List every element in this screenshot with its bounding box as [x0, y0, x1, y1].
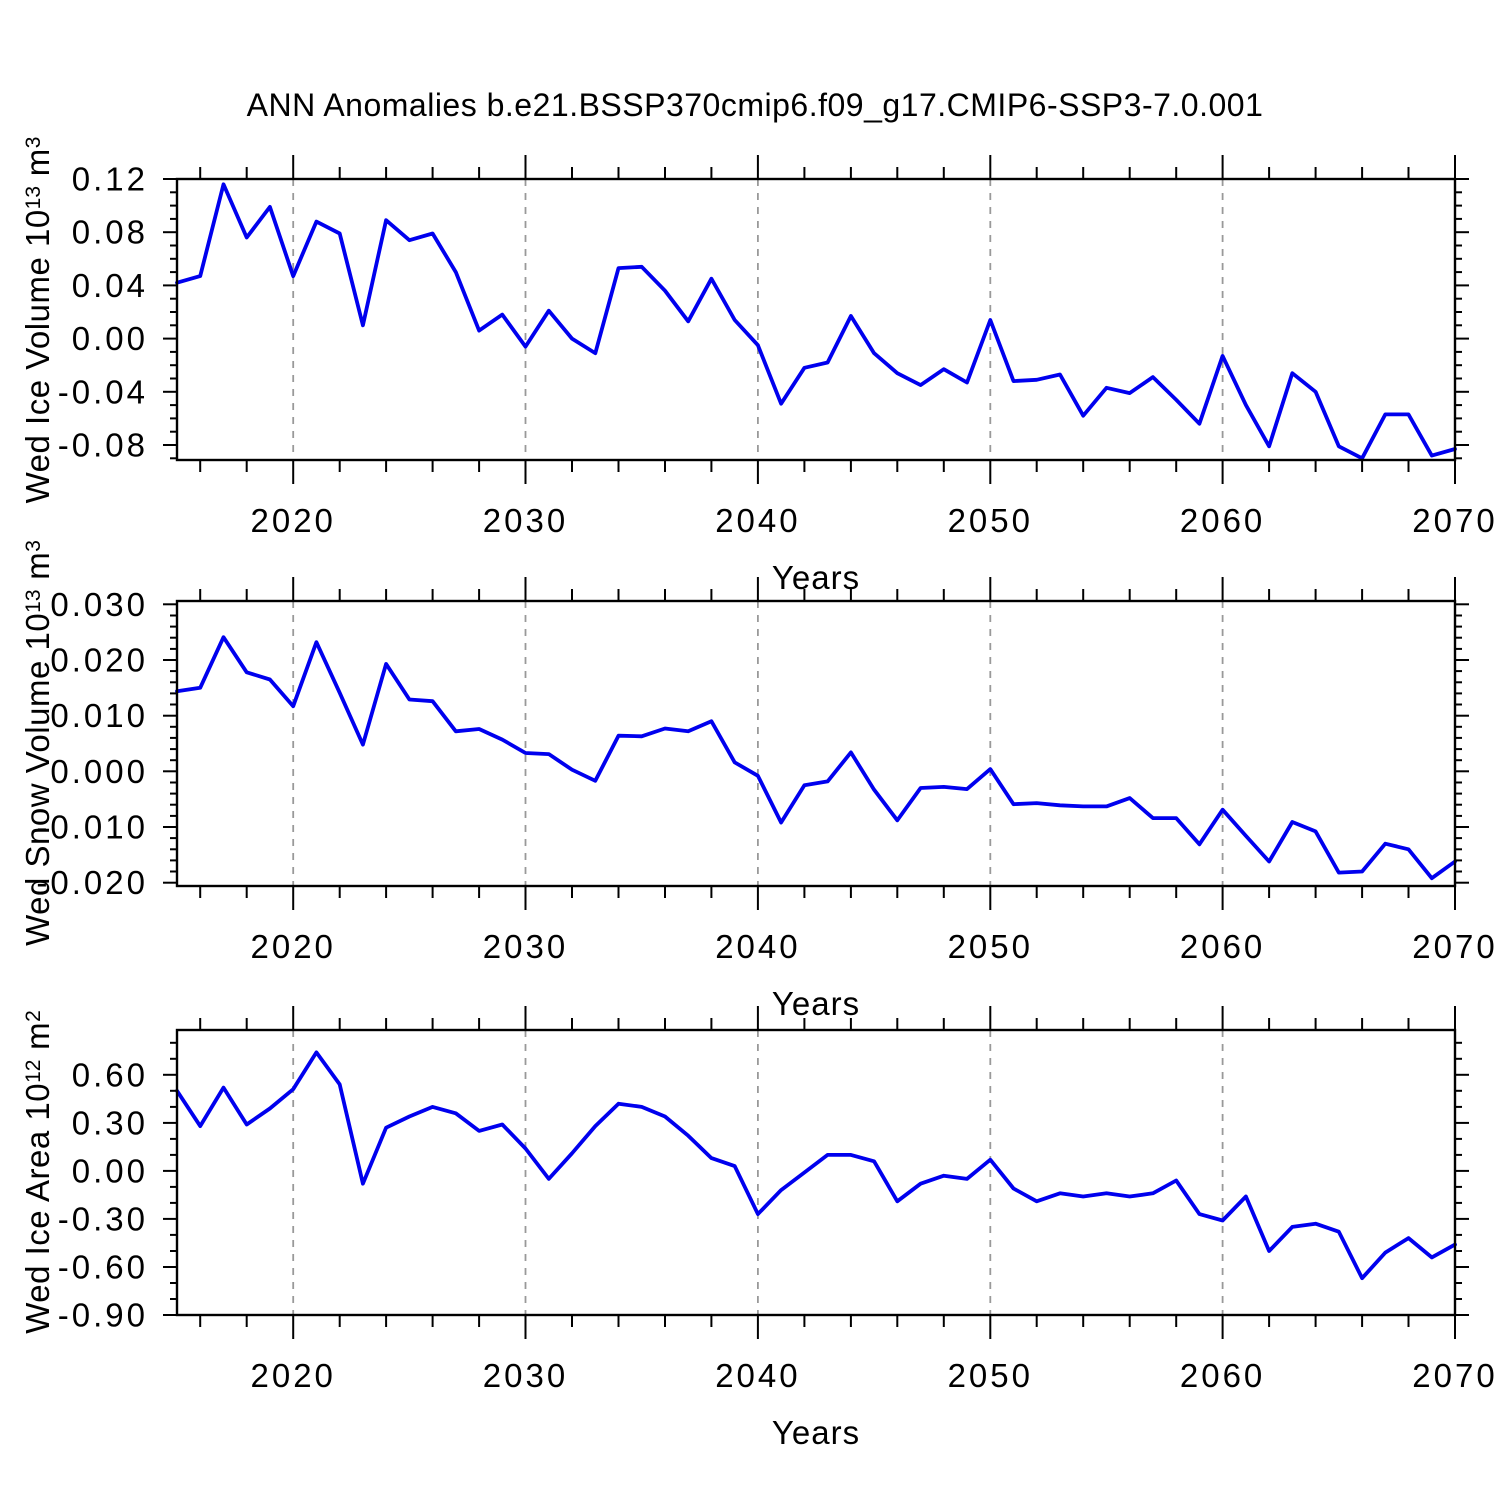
y-tick-label: -0.60 [58, 1249, 148, 1286]
tick-labels: 2020 2030 2040 2050 2060 2070 0.60 0.30 0.00 -0.3… [58, 1056, 1497, 1394]
tick-labels: 2020 2030 2040 2050 2060 2070 0.12 0.08 0.04 0.00… [58, 161, 1497, 540]
x-tick-label: 2040 [715, 502, 800, 539]
gridlines [292, 1030, 1224, 1315]
y-tick-label: 0.010 [50, 697, 148, 734]
ticks [163, 577, 1469, 910]
x-tick-label: 2060 [1180, 1357, 1265, 1394]
x-tick-label: 2040 [715, 1357, 800, 1394]
x-tick-label: 2040 [715, 928, 800, 965]
y-tick-label: 0.60 [72, 1056, 148, 1093]
data-line-wed-ice-volume [175, 182, 1457, 461]
x-tick-label: 2030 [483, 928, 568, 965]
y-tick-label: -0.30 [58, 1200, 148, 1237]
x-tick-label: 2060 [1180, 928, 1265, 965]
panel-wed-ice-area: 2020 2030 2040 2050 2060 2070 0.60 0.30 0.00 -0.3… [58, 1006, 1497, 1394]
y-tick-label: -0.04 [58, 373, 148, 410]
data-line-wed-snow-volume [175, 635, 1457, 881]
y-tick-label: 0.00 [72, 1152, 148, 1189]
x-tick-label: 2030 [483, 1357, 568, 1394]
ticks [163, 155, 1469, 484]
x-tick-label: 2070 [1412, 502, 1497, 539]
x-axis-title-panel-1: Years [771, 559, 861, 596]
x-tick-label: 2020 [250, 502, 335, 539]
ticks [163, 1006, 1469, 1339]
x-tick-label: 2050 [948, 928, 1033, 965]
plot-frame [175, 177, 1457, 462]
chart-title: ANN Anomalies b.e21.BSSP370cmip6.f09_g17… [246, 87, 1264, 123]
x-axis-title-panel-2: Years [771, 985, 861, 1022]
y-tick-label: -0.020 [36, 864, 148, 901]
y-tick-label: 0.030 [50, 586, 148, 623]
x-tick-label: 2020 [250, 1357, 335, 1394]
tick-labels: 2020 2030 2040 2050 2060 2070 0.030 0.020 0.010 0… [36, 586, 1497, 965]
y-tick-label: 0.00 [72, 320, 148, 357]
y-tick-label: 0.12 [72, 161, 148, 198]
x-tick-label: 2020 [250, 928, 335, 965]
x-tick-label: 2050 [948, 1357, 1033, 1394]
panel-wed-snow-volume: 2020 2030 2040 2050 2060 2070 0.030 0.020 0.010 0… [36, 577, 1497, 965]
y-tick-label: 0.04 [72, 267, 148, 304]
y-tick-label: 0.020 [50, 642, 148, 679]
x-tick-label: 2050 [948, 502, 1033, 539]
x-axis-title-panel-3: Years [771, 1414, 861, 1451]
plot-frame [175, 599, 1457, 888]
y-tick-label: 0.08 [72, 214, 148, 251]
y-tick-label: -0.08 [58, 427, 148, 464]
y-tick-label: 0.30 [72, 1104, 148, 1141]
y-tick-label: -0.010 [36, 809, 148, 846]
y-tick-label: 0.000 [50, 753, 148, 790]
x-tick-label: 2030 [483, 502, 568, 539]
x-tick-label: 2070 [1412, 928, 1497, 965]
x-tick-label: 2060 [1180, 502, 1265, 539]
gridlines [292, 601, 1224, 886]
x-tick-label: 2070 [1412, 1357, 1497, 1394]
data-line-wed-ice-area [175, 1050, 1457, 1281]
y-tick-label: -0.90 [58, 1297, 148, 1334]
panel-wed-ice-volume: 2020 2030 2040 2050 2060 2070 0.12 0.08 0.04 0.00… [58, 155, 1497, 540]
gridlines [292, 179, 1224, 460]
plot-frame [175, 1028, 1457, 1317]
